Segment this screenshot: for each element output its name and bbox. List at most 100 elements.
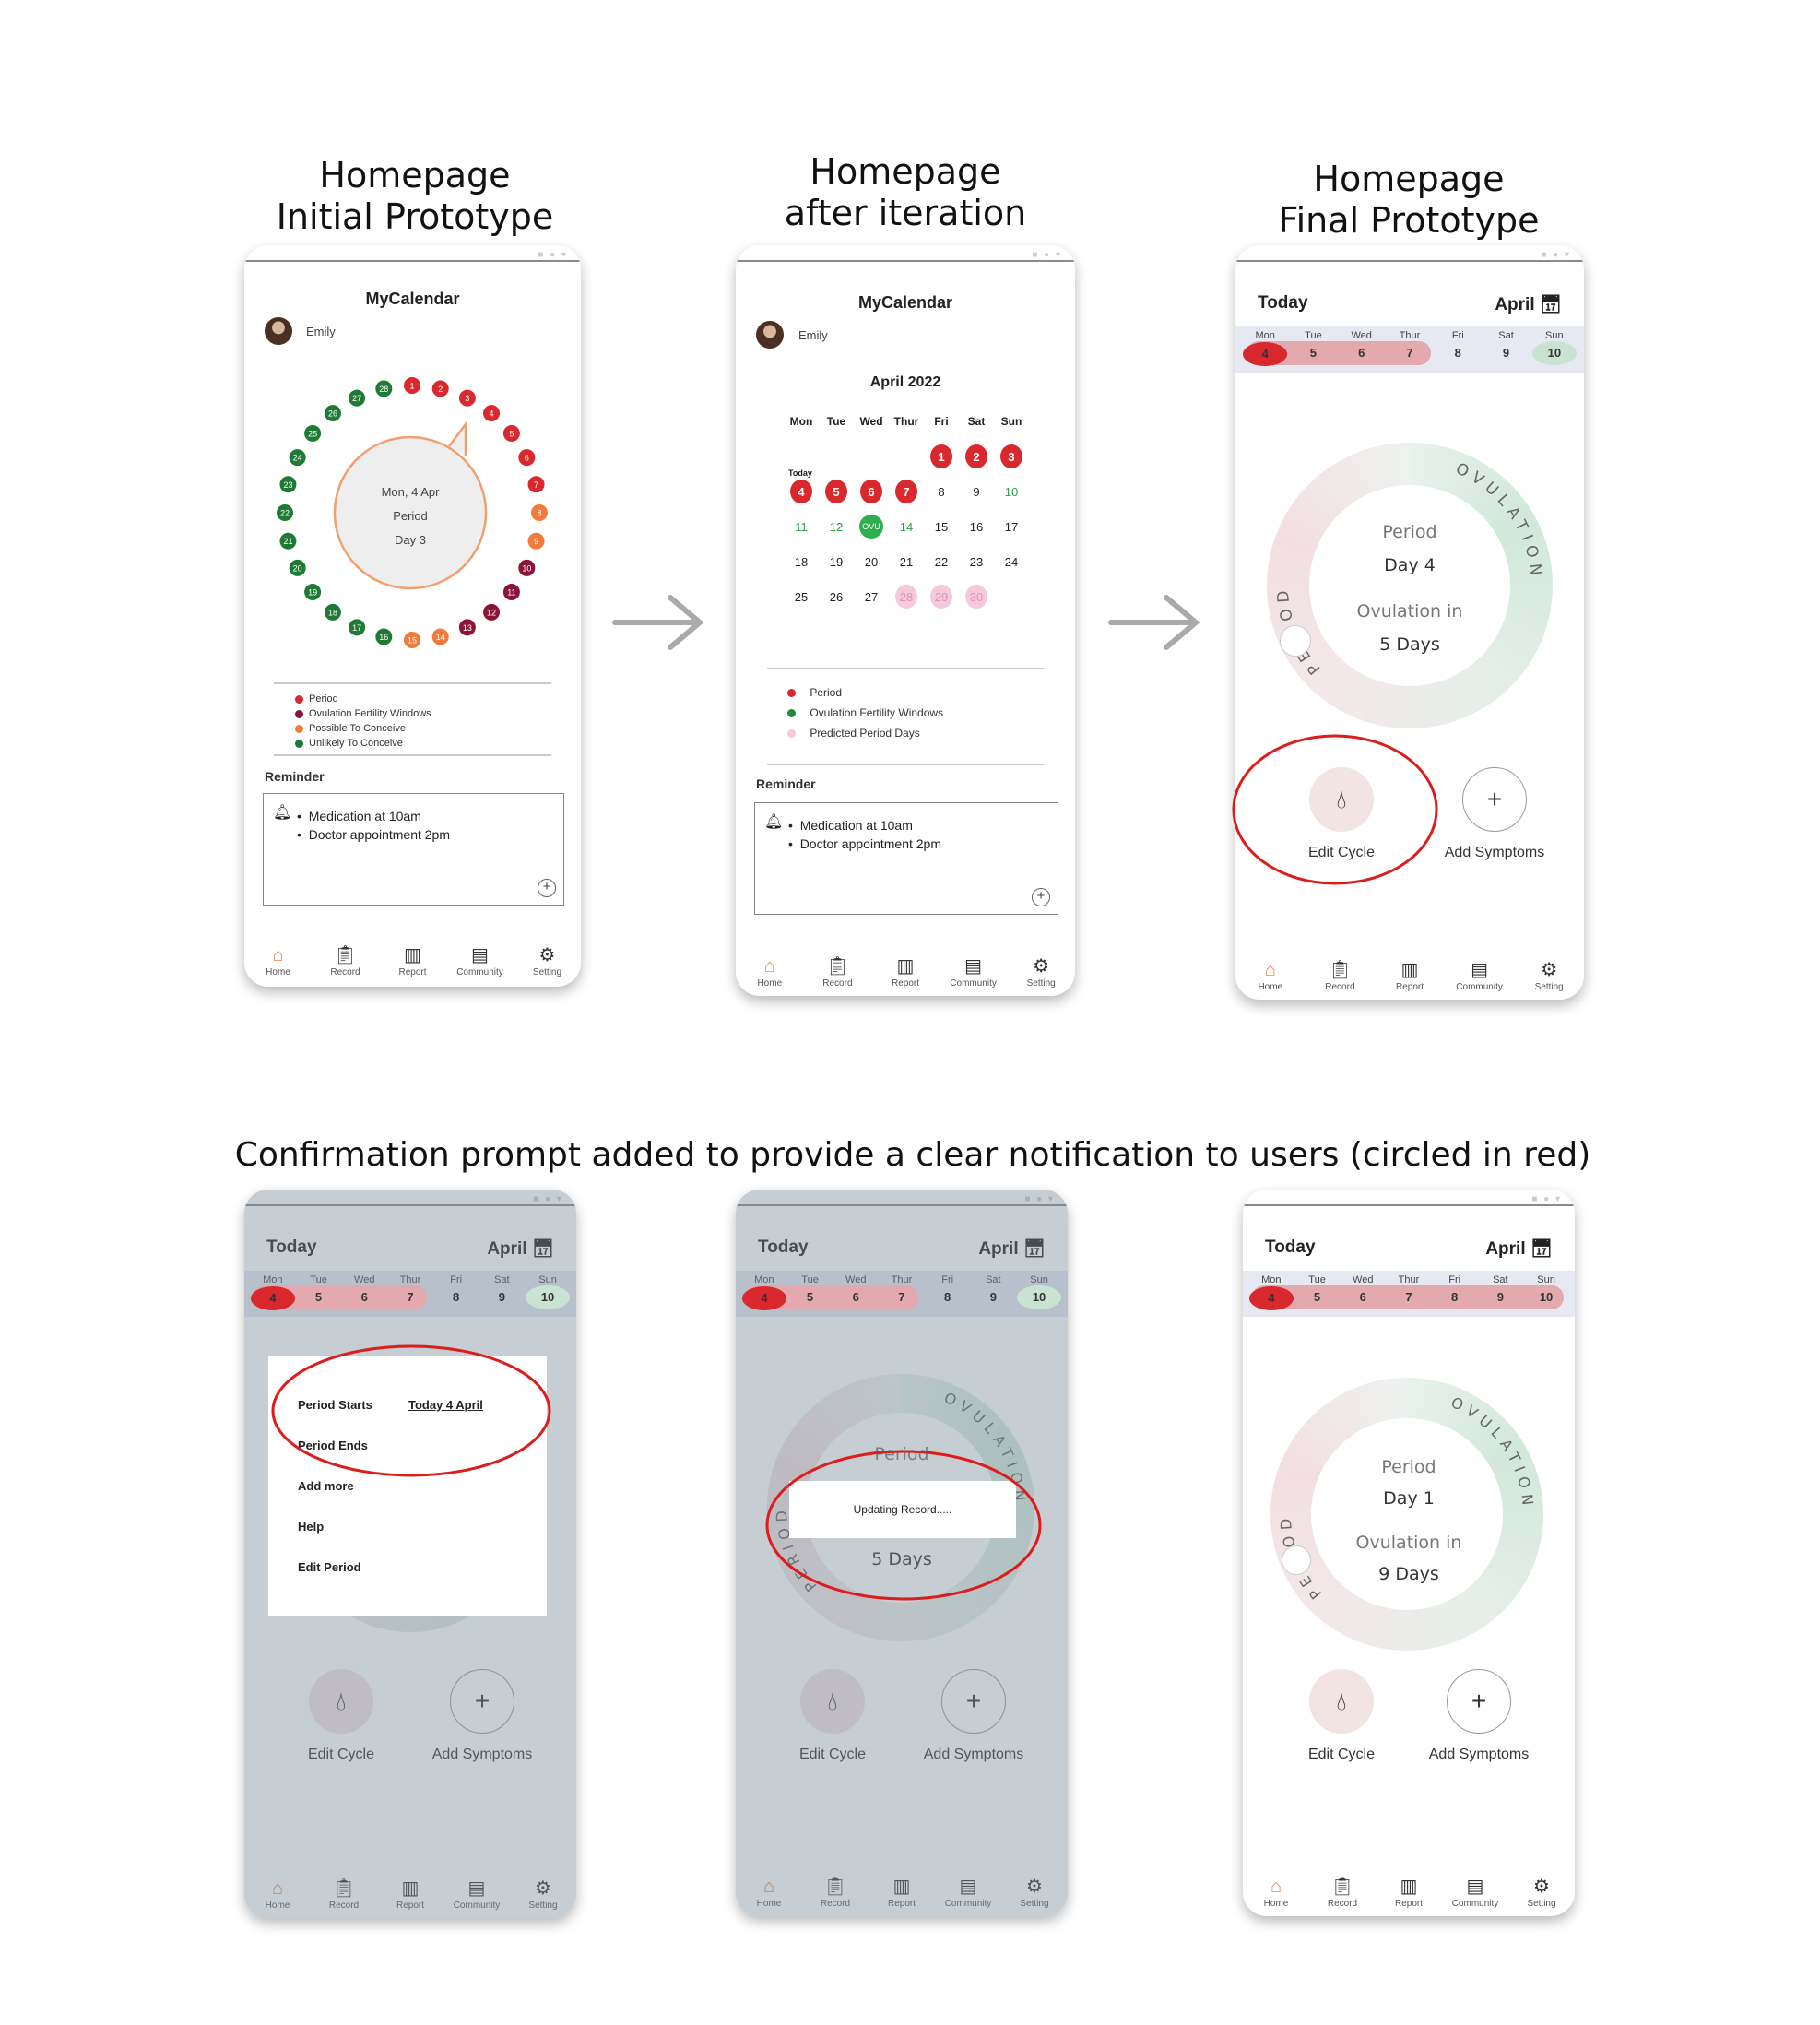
calendar-day[interactable]: 3 (1000, 444, 1022, 468)
calendar-day[interactable]: 2 (965, 444, 987, 468)
nav-record[interactable]: 📋︎ Record (822, 956, 853, 989)
calendar-day[interactable]: 11 (795, 519, 808, 534)
nav-community[interactable]: ▤ Community (944, 1877, 992, 1909)
ring-day-dot[interactable]: 13 (458, 619, 476, 636)
ring-handle[interactable] (1280, 625, 1311, 657)
ring-day-dot[interactable]: 19 (304, 584, 322, 601)
week-day[interactable]: 6 (1358, 346, 1365, 360)
today-label[interactable]: Today (1265, 1238, 1316, 1257)
calendar-day-predicted[interactable]: 28 (895, 585, 917, 609)
calendar-day[interactable]: 10 (1004, 484, 1019, 499)
add-symptoms-button[interactable]: + Add Symptoms (900, 1669, 1047, 1763)
calendar-day[interactable]: 12 (829, 519, 844, 534)
month-selector[interactable]: April 📅︎ (978, 1239, 1046, 1259)
nav-record[interactable]: 📋︎ Record (328, 1878, 360, 1911)
today-label[interactable]: Today (266, 1238, 317, 1257)
nav-report[interactable]: ▥ Report (398, 945, 427, 977)
calendar-day[interactable]: 1 (930, 444, 952, 468)
nav-home[interactable]: ⌂ Home (266, 945, 290, 977)
nav-community[interactable]: ▤ Community (950, 956, 997, 989)
week-day[interactable]: 10 (1531, 341, 1577, 365)
ring-day-dot[interactable]: 26 (324, 405, 341, 422)
edit-cycle-button[interactable]: 💧︎ Edit Cycle (1291, 1669, 1392, 1763)
nav-record[interactable]: 📋︎ Record (330, 945, 360, 977)
calendar-day[interactable]: 17 (1004, 519, 1019, 534)
calendar-day[interactable]: 6 (860, 480, 882, 503)
nav-home[interactable]: ⌂ Home (757, 956, 783, 989)
ring-day-dot[interactable]: 14 (431, 628, 449, 645)
nav-community[interactable]: ▤ Community (456, 945, 503, 977)
nav-home[interactable]: ⌂ Home (1263, 1877, 1289, 1909)
nav-setting[interactable]: ⚙ Setting (532, 945, 562, 977)
calendar-day[interactable]: 20 (864, 554, 879, 569)
calendar-day-ovulation[interactable]: OVU (859, 515, 883, 539)
ring-day-dot[interactable]: 28 (375, 380, 393, 397)
month-selector[interactable]: April 📅︎ (487, 1239, 554, 1259)
today-label[interactable]: Today (1258, 293, 1308, 313)
nav-record[interactable]: 📋︎ Record (1327, 1877, 1358, 1909)
ring-day-dot[interactable]: 6 (518, 449, 536, 467)
calendar-day-predicted[interactable]: 29 (930, 585, 952, 609)
ring-day-dot[interactable]: 27 (349, 389, 366, 407)
ring-day-dot[interactable]: 23 (279, 476, 297, 493)
ring-day-dot[interactable]: 22 (277, 504, 293, 521)
ring-day-dot[interactable]: 21 (279, 532, 297, 550)
edit-cycle-button[interactable]: 💧︎ Edit Cycle (290, 1669, 392, 1763)
ring-day-dot[interactable]: 4 (483, 405, 501, 422)
today-label[interactable]: Today (758, 1238, 809, 1257)
week-day[interactable]: 4 (1248, 1285, 1294, 1310)
avatar[interactable] (265, 317, 292, 345)
ring-day-dot[interactable]: 3 (458, 389, 476, 407)
month-selector[interactable]: April 📅︎ (1485, 1239, 1553, 1259)
nav-report[interactable]: ▥ Report (396, 1878, 424, 1911)
nav-report[interactable]: ▥ Report (891, 956, 919, 989)
week-day[interactable]: 8 (1451, 1290, 1459, 1304)
nav-setting[interactable]: ⚙ Setting (1026, 956, 1056, 989)
week-day[interactable]: 7 (1405, 1290, 1412, 1304)
week-day[interactable]: 9 (1502, 346, 1510, 360)
add-symptoms-button[interactable]: + Add Symptoms (1416, 767, 1573, 861)
calendar-day[interactable]: 21 (899, 554, 914, 569)
week-day[interactable]: 6 (1359, 1290, 1366, 1304)
ring-day-dot[interactable]: 16 (375, 628, 393, 645)
ring-day-dot[interactable]: 7 (527, 476, 545, 493)
calendar-icon[interactable]: 📅︎ (1539, 295, 1562, 314)
week-day[interactable]: 5 (1309, 346, 1318, 360)
calendar-day[interactable]: 22 (934, 554, 949, 569)
calendar-day[interactable]: 26 (829, 589, 844, 604)
week-day[interactable]: 9 (1496, 1290, 1504, 1304)
ring-day-dot[interactable]: 25 (304, 424, 322, 442)
calendar-day[interactable]: 5 (825, 480, 847, 503)
add-symptoms-button[interactable]: + Add Symptoms (1405, 1669, 1553, 1763)
month-selector[interactable]: April 📅︎ (1495, 295, 1562, 314)
nav-setting[interactable]: ⚙ Setting (1527, 1877, 1556, 1909)
menu-edit-period[interactable]: Edit Period (298, 1560, 361, 1574)
week-day[interactable]: 4 (1243, 341, 1288, 366)
add-symptoms-button[interactable]: + Add Symptoms (408, 1669, 556, 1763)
calendar-day[interactable]: 9 (973, 484, 980, 499)
calendar-day[interactable]: 15 (934, 519, 949, 534)
ring-day-dot[interactable]: 2 (431, 380, 449, 397)
ring-day-dot[interactable]: 18 (324, 603, 341, 621)
menu-period-starts[interactable]: Period Starts (298, 1398, 372, 1412)
calendar-day[interactable]: 8 (938, 484, 945, 499)
add-reminder-icon[interactable]: + (538, 879, 556, 897)
nav-report[interactable]: ▥ Report (887, 1877, 916, 1909)
menu-period-ends[interactable]: Period Ends (298, 1439, 368, 1452)
week-day[interactable]: 7 (1406, 346, 1413, 360)
nav-setting[interactable]: ⚙ Setting (1534, 960, 1564, 992)
ring-day-dot[interactable]: 24 (289, 449, 306, 467)
ring-day-dot[interactable]: 9 (527, 532, 545, 550)
ring-day-dot[interactable]: 11 (502, 584, 520, 601)
calendar-day-predicted[interactable]: 30 (965, 585, 987, 609)
calendar-day[interactable]: 7 (895, 480, 917, 503)
calendar-day[interactable]: 24 (1004, 554, 1019, 569)
nav-report[interactable]: ▥ Report (1394, 1877, 1423, 1909)
ring-day-dot[interactable]: 10 (518, 559, 536, 576)
edit-cycle-button[interactable]: 💧︎ Edit Cycle (782, 1669, 883, 1763)
calendar-day[interactable]: 27 (864, 589, 879, 604)
ring-day-dot[interactable]: 12 (483, 603, 501, 621)
week-day[interactable]: 5 (1313, 1290, 1321, 1304)
calendar-day[interactable]: 16 (969, 519, 984, 534)
nav-setting[interactable]: ⚙ Setting (528, 1878, 558, 1911)
